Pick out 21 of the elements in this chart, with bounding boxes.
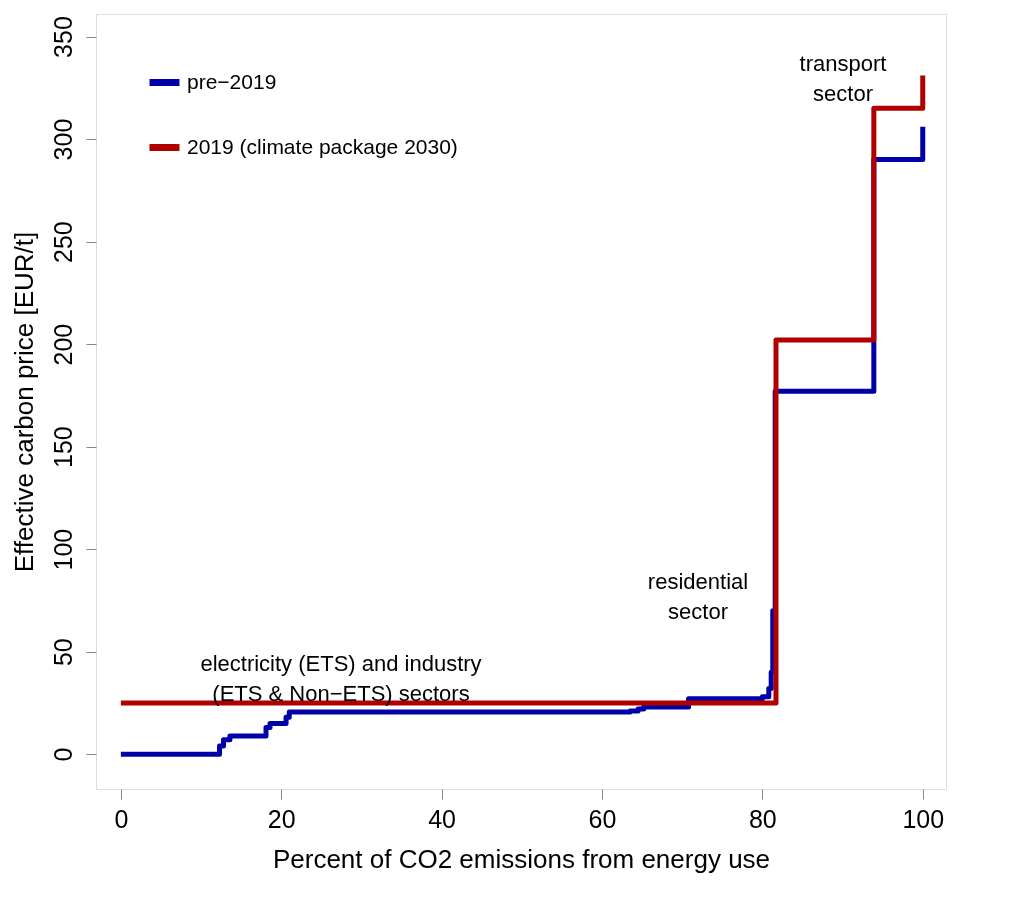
annotation: transport sector [799,51,887,106]
annotation: residential sector [647,569,749,624]
y-tick-label: 250 [48,221,77,263]
y-tick-label: 100 [48,528,77,571]
y-tick-label: 200 [48,323,77,366]
y-tick-label: 0 [48,747,77,762]
x-tick-label: 80 [748,804,777,833]
legend-label: pre−2019 [187,69,277,93]
x-axis-title: Percent of CO2 emissions from energy use [272,843,771,874]
x-tick-label: 60 [588,804,617,833]
y-tick-label: 350 [48,16,77,58]
annotation: electricity (ETS) and industry (ETS & Non−ETS) sectors [200,651,482,706]
y-axis-title: Effective carbon price [EUR/t] [8,231,39,573]
x-tick-label: 100 [902,804,945,833]
x-tick-label: 40 [428,804,457,833]
legend-label: 2019 (climate package 2030) [187,134,458,158]
x-tick-label: 0 [114,804,129,833]
y-tick-label: 150 [48,426,77,468]
x-tick-label: 20 [267,804,296,833]
y-tick-label: 300 [48,118,77,161]
y-tick-label: 50 [48,638,77,667]
